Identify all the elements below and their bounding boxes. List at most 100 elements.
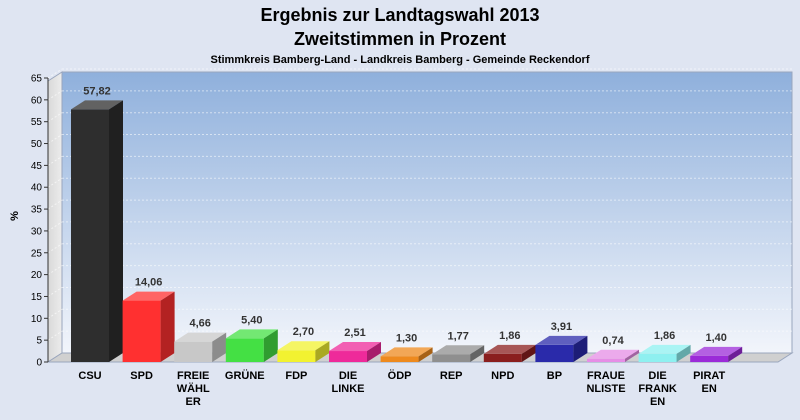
bar-side — [470, 345, 485, 362]
bar — [277, 341, 330, 362]
x-tick-label-line: DIE — [648, 370, 666, 382]
bar-side — [109, 100, 123, 362]
x-tick-label: DIE FRANK EN — [638, 370, 677, 408]
x-tick-label: PIRAT EN — [693, 370, 725, 395]
gridline-side — [47, 265, 63, 276]
x-tick-label: FREIE WÄHL ER — [177, 370, 210, 408]
bar-top — [71, 100, 123, 110]
bar-top — [122, 291, 175, 301]
bar — [587, 349, 639, 362]
y-tick-label: 65 — [31, 74, 43, 85]
x-tick-label-line: FRANK — [638, 383, 677, 395]
bar-top — [380, 347, 433, 357]
bar-top — [638, 344, 691, 354]
bar-front — [638, 353, 677, 362]
chart-subtitle: Stimmkreis Bamberg-Land - Landkreis Bamb… — [210, 54, 590, 66]
bar-side — [315, 341, 330, 362]
bar-side — [160, 291, 175, 362]
y-tick-label: 5 — [36, 336, 42, 347]
gridline-side — [47, 155, 63, 166]
x-tick-label-line: FREIE — [177, 370, 209, 382]
bar-top — [432, 345, 485, 355]
x-tick-label-line: NLISTE — [586, 383, 625, 395]
x-tick-label-line: LINKE — [332, 383, 365, 395]
x-tick-label-line: BP — [547, 370, 562, 382]
bar-side — [367, 342, 381, 362]
bar-side — [212, 332, 227, 362]
bar — [71, 100, 123, 362]
y-tick-label: 0 — [36, 358, 42, 369]
data-label: 1,86 — [499, 330, 520, 342]
x-tick-label-line: SPD — [130, 370, 153, 382]
gridline-side — [47, 199, 63, 210]
y-tick-label: 15 — [31, 292, 43, 303]
bar — [690, 346, 743, 362]
bar-front — [71, 109, 109, 362]
y-tick-label: 20 — [31, 270, 43, 281]
x-tick-label: GRÜNE — [225, 369, 265, 382]
bar-front — [380, 356, 419, 362]
y-tick-label: 55 — [31, 117, 43, 128]
bar-side — [263, 329, 278, 362]
data-label: 3,91 — [551, 321, 572, 333]
x-tick-label: BP — [547, 370, 562, 382]
chart-title: Ergebnis zur Landtagswahl 2013 — [260, 5, 540, 25]
y-tick-label: 30 — [31, 226, 43, 237]
bar-side — [573, 335, 588, 362]
bar — [122, 291, 175, 362]
x-tick-label: CSU — [78, 370, 101, 382]
gridline-side — [47, 68, 63, 79]
gridline-side — [47, 90, 63, 101]
bar-top — [535, 335, 588, 345]
plot-side-wall — [47, 71, 63, 363]
data-label: 4,66 — [189, 318, 210, 330]
y-tick-label: 50 — [31, 139, 43, 150]
bar — [380, 347, 433, 362]
x-tick-label-line: DIE — [339, 370, 357, 382]
x-tick-label-line: ER — [186, 396, 201, 408]
x-tick-label-line: ÖDP — [388, 369, 412, 382]
x-tick-label-line: CSU — [78, 370, 101, 382]
bar-top — [483, 344, 536, 354]
bar-front — [535, 344, 574, 362]
x-tick-label-line: REP — [440, 370, 463, 382]
x-tick-label-line: EN — [702, 383, 717, 395]
bar-front — [277, 350, 316, 362]
data-label: 1,40 — [705, 332, 726, 344]
x-tick-label-line: WÄHL — [177, 382, 210, 395]
chart-title-line2: Zweitstimmen in Prozent — [293, 29, 507, 49]
bar — [174, 332, 227, 362]
bar-front — [174, 341, 213, 362]
bar-side — [521, 344, 536, 362]
x-tick-label: DIE LINKE — [332, 370, 365, 395]
bar-side — [728, 346, 743, 362]
gridline-side — [47, 221, 63, 232]
gridline-side — [47, 243, 63, 254]
bar-front — [690, 355, 729, 362]
bar-front — [122, 300, 161, 362]
data-label: 1,86 — [654, 330, 675, 342]
gridline-side — [47, 330, 63, 341]
x-tick-label-line: EN — [650, 396, 665, 408]
y-tick-label: 10 — [31, 314, 43, 325]
x-tick-label: ÖDP — [388, 369, 412, 382]
data-label: 0,74 — [602, 335, 624, 347]
bar-front — [432, 354, 471, 362]
bar — [638, 344, 691, 362]
bar-side — [418, 347, 433, 362]
data-label: 14,06 — [135, 277, 163, 289]
gridline-side — [47, 287, 63, 297]
x-tick-label: NPD — [491, 370, 514, 382]
bar-top — [174, 332, 227, 342]
y-tick-label: 45 — [31, 161, 43, 172]
bar-top — [587, 349, 639, 359]
gridline-side — [47, 134, 63, 144]
bar-top — [225, 329, 278, 339]
bar-front — [587, 358, 625, 362]
bar — [432, 345, 485, 362]
bar-side — [625, 349, 639, 362]
bar — [329, 342, 381, 362]
bar — [225, 329, 278, 362]
x-tick-label: FRAUE NLISTE — [586, 370, 625, 395]
